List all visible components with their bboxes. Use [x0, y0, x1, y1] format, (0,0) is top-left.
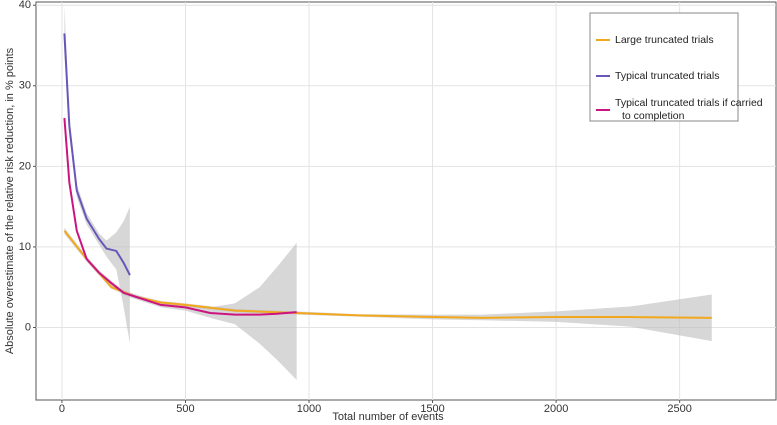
series-line [63, 117, 297, 316]
confidence-band [64, 5, 130, 344]
confidence-band [64, 227, 712, 342]
y-tick-label: 40 [19, 0, 31, 11]
x-axis-title: Total number of events [332, 411, 444, 423]
series-line [63, 230, 712, 319]
x-tick-label: 1000 [297, 403, 321, 415]
series-line [63, 33, 131, 276]
y-tick-label: 0 [25, 321, 31, 333]
axes: 0 10 20 30 40 0 500 1000 1500 2000 2500 [19, 0, 692, 415]
legend: Large truncated trials Typical truncated … [589, 12, 763, 122]
x-tick-label: 2000 [544, 403, 568, 415]
y-axis-title: Absolute overestimate of the relative ri… [4, 47, 16, 354]
confidence-band [64, 113, 297, 380]
y-tick-label: 30 [19, 80, 31, 92]
x-tick-label: 2500 [667, 403, 691, 415]
legend-label: Typical truncated trials if carried to co… [615, 97, 763, 122]
legend-label: Typical truncated trials [615, 70, 719, 82]
lines [63, 33, 712, 319]
x-tick-label: 0 [59, 403, 65, 415]
legend-box [589, 12, 739, 122]
x-tick-label: 1500 [420, 403, 444, 415]
y-tick-label: 20 [19, 160, 31, 172]
legend-label: Large truncated trials [615, 34, 714, 46]
x-tick-label: 500 [176, 403, 194, 415]
bands [64, 5, 712, 380]
y-tick-label: 10 [19, 241, 31, 253]
